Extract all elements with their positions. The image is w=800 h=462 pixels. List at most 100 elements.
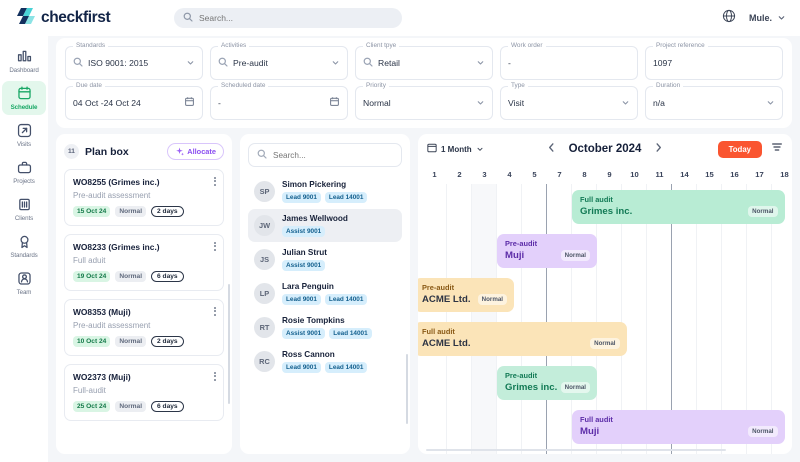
calendar-event[interactable]: Pre-audit Grimes inc. Normal (497, 366, 597, 400)
inspector-search-input[interactable] (273, 150, 383, 160)
day-header[interactable]: 7 (557, 169, 562, 179)
sidebar-item-visits[interactable]: Visits (2, 118, 46, 152)
prev-month-button[interactable] (547, 140, 556, 158)
filter-due-date[interactable]: Due date 04 Oct -24 Oct 24 (65, 82, 203, 120)
filter-work-order[interactable]: Work order - (500, 42, 638, 80)
work-order-card[interactable]: WO2373 (Muji) Full-audit 25 Oct 24 Normal 6 … (64, 364, 224, 421)
sidebar-item-dashboard[interactable]: Dashboard (2, 44, 46, 78)
calendar-event[interactable]: Full audit Muji Normal (572, 410, 785, 444)
inspector-search[interactable] (248, 143, 402, 167)
day-column[interactable] (647, 184, 672, 454)
day-header[interactable]: 1 (432, 169, 437, 179)
calendar-horizontal-scrollbar[interactable] (426, 448, 726, 451)
inspector-row[interactable]: LP Lara Penguin Lead 9001 Lead 14001 (248, 277, 402, 310)
filter-priority[interactable]: Priority Normal (355, 82, 493, 120)
chevron-down-icon[interactable] (621, 94, 630, 112)
day-column[interactable] (622, 184, 647, 454)
card-menu-icon[interactable] (214, 242, 216, 251)
day-header[interactable]: 3 (482, 169, 487, 179)
event-type: Full audit (580, 195, 613, 204)
user-menu[interactable]: Mule. (749, 9, 786, 27)
chevron-down-icon[interactable] (766, 94, 775, 112)
brand-logo[interactable]: checkfirst (0, 6, 150, 31)
day-header[interactable]: 8 (582, 169, 587, 179)
day-column[interactable] (697, 184, 722, 454)
day-header[interactable]: 11 (655, 169, 664, 179)
filter-standards[interactable]: Standards ISO 9001: 2015 (65, 42, 203, 80)
day-column[interactable] (747, 184, 772, 454)
card-menu-icon[interactable] (214, 177, 216, 186)
filter-duration[interactable]: Duration n/a (645, 82, 783, 120)
sidebar-item-team[interactable]: Team (2, 266, 46, 300)
day-header[interactable]: 15 (705, 169, 714, 179)
filter-icon[interactable] (771, 140, 783, 158)
today-button[interactable]: Today (717, 140, 762, 158)
inspector-row[interactable]: SP Simon Pickering Lead 9001 Lead 14001 (248, 175, 402, 208)
calendar-event[interactable]: Pre-audit ACME Ltd. Normal (418, 278, 514, 312)
day-header[interactable]: 5 (532, 169, 537, 179)
filter-client-tpye[interactable]: Client tpye Retail (355, 42, 493, 80)
work-order-card[interactable]: WO8233 (Grimes inc.) Full aduit 19 Oct 24 N… (64, 234, 224, 291)
day-column[interactable] (722, 184, 747, 454)
filter-type[interactable]: Type Visit (500, 82, 638, 120)
search-icon (73, 54, 83, 72)
day-header[interactable]: 14 (680, 169, 689, 179)
sidebar-item-label: Team (16, 289, 32, 296)
day-column[interactable] (447, 184, 472, 454)
avatar: RT (254, 317, 275, 338)
filter-scheduled-date[interactable]: Scheduled date - (210, 82, 348, 120)
day-column[interactable] (497, 184, 522, 454)
day-header[interactable]: 4 (507, 169, 512, 179)
card-menu-icon[interactable] (214, 307, 216, 316)
qualification-badge: Lead 9001 (282, 362, 321, 373)
search-input[interactable] (199, 13, 369, 23)
day-column[interactable] (672, 184, 697, 454)
filter-project-reference[interactable]: Project reference 1097 (645, 42, 783, 80)
event-client: ACME Ltd. (422, 294, 471, 305)
inspector-name: Julian Strut (282, 248, 328, 257)
chevron-down-icon[interactable] (186, 54, 195, 72)
sidebar-item-projects[interactable]: Projects (2, 155, 46, 189)
day-column[interactable] (572, 184, 597, 454)
chevron-down-icon[interactable] (476, 94, 485, 112)
inspector-badges: Assist 9001 Lead 14001 (282, 328, 372, 339)
day-header[interactable]: 10 (630, 169, 639, 179)
filter-label: Scheduled date (218, 82, 269, 89)
plan-box-count: 11 (64, 144, 79, 159)
work-order-card[interactable]: WO8353 (Muji) Pre-audit assessment 10 Oct … (64, 299, 224, 356)
filter-activities[interactable]: Activities Pre-audit (210, 42, 348, 80)
calendar-event[interactable]: Full audit Grimes inc. Normal (572, 190, 785, 224)
day-header[interactable]: 17 (755, 169, 764, 179)
day-header[interactable]: 16 (730, 169, 739, 179)
day-header[interactable]: 9 (607, 169, 612, 179)
inspector-row[interactable]: RC Ross Cannon Lead 9001 Lead 14001 (248, 345, 402, 378)
plan-box-scrollbar[interactable] (227, 284, 230, 404)
inspector-row[interactable]: JW James Wellwood Assist 9001 (248, 209, 402, 242)
day-column[interactable] (522, 184, 547, 454)
view-selector[interactable]: 1 Month (427, 140, 484, 158)
calendar-event[interactable]: Pre-audit Muji Normal (497, 234, 597, 268)
day-column[interactable] (597, 184, 622, 454)
allocate-button[interactable]: Allocate (167, 143, 224, 160)
day-column[interactable] (547, 184, 572, 454)
sidebar-item-clients[interactable]: Clients (2, 192, 46, 226)
calendar-icon[interactable] (329, 94, 340, 112)
day-header[interactable]: 18 (780, 169, 789, 179)
chevron-down-icon[interactable] (331, 54, 340, 72)
sidebar-item-standards[interactable]: Standards (2, 229, 46, 263)
sidebar-item-schedule[interactable]: Schedule (2, 81, 46, 115)
inspector-scrollbar[interactable] (405, 354, 408, 424)
day-column[interactable] (422, 184, 447, 454)
card-menu-icon[interactable] (214, 372, 216, 381)
chevron-down-icon[interactable] (476, 54, 485, 72)
calendar-icon[interactable] (184, 94, 195, 112)
day-column[interactable] (472, 184, 497, 454)
globe-icon[interactable] (722, 9, 736, 28)
global-search[interactable] (174, 8, 402, 28)
work-order-card[interactable]: WO8255 (Grimes inc.) Pre-audit assessment… (64, 169, 224, 226)
calendar-event[interactable]: Full audit ACME Ltd. Normal (418, 322, 627, 356)
inspector-row[interactable]: JS Julian Strut Assist 9001 (248, 243, 402, 276)
inspector-row[interactable]: RT Rosie Tompkins Assist 9001 Lead 14001 (248, 311, 402, 344)
day-header[interactable]: 2 (457, 169, 462, 179)
next-month-button[interactable] (654, 140, 663, 158)
